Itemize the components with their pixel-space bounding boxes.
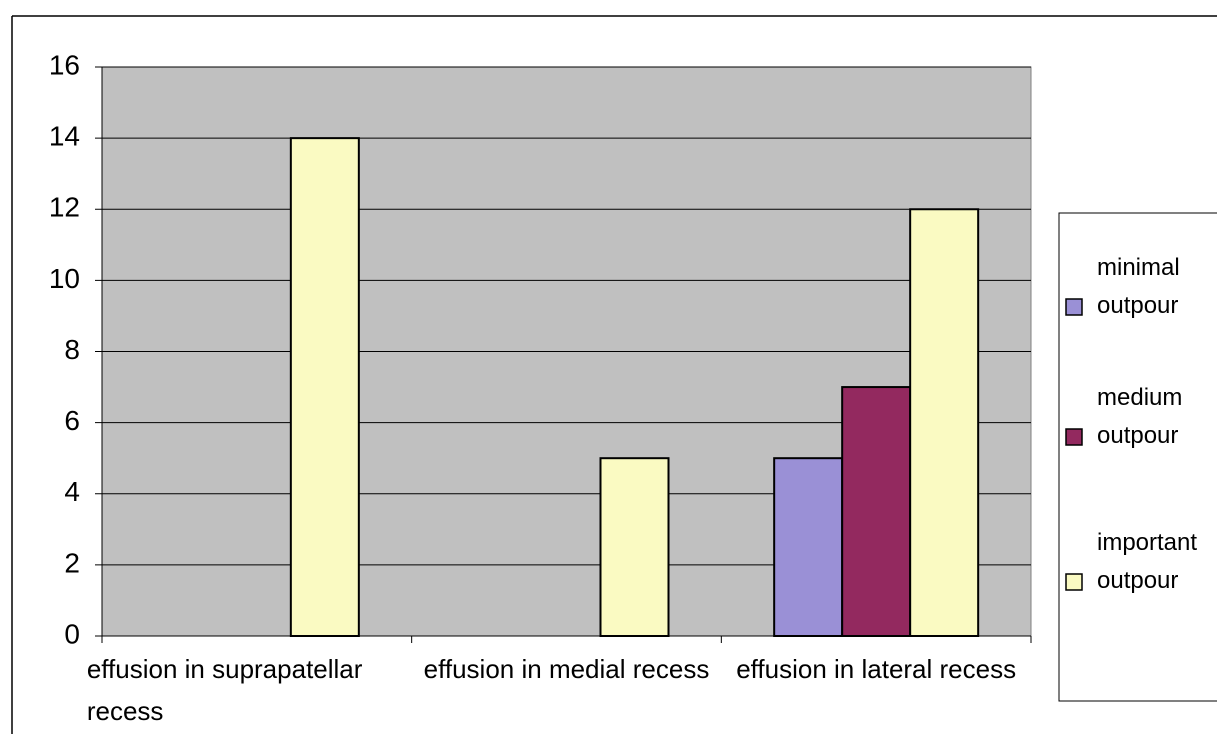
x-tick-label: effusion in suprapatellar recess [86, 654, 363, 726]
legend-swatch [1065, 573, 1083, 591]
y-tick-label: 12 [49, 192, 80, 223]
legend-label: important outpour [1097, 529, 1198, 594]
bar [841, 386, 912, 637]
y-tick-label: 10 [49, 263, 80, 294]
x-tick-label: effusion in lateral recess [736, 654, 1017, 684]
legend-label: medium outpour [1097, 384, 1183, 449]
bar [599, 457, 670, 637]
y-tick-label: 0 [64, 618, 80, 649]
x-tick-label: effusion in medial recess [423, 654, 710, 684]
y-tick-label: 14 [49, 121, 80, 152]
y-tick-label: 2 [64, 547, 80, 578]
y-tick-label: 16 [49, 49, 80, 80]
bar [909, 208, 980, 637]
legend-swatch [1065, 298, 1083, 316]
bar [773, 457, 844, 637]
legend-label: minimal outpour [1097, 254, 1180, 319]
y-tick-label: 8 [64, 334, 80, 365]
legend-swatch [1065, 428, 1083, 446]
legend-box [1058, 212, 1217, 702]
bar [289, 137, 360, 637]
y-tick-label: 4 [64, 476, 80, 507]
y-tick-label: 6 [64, 405, 80, 436]
